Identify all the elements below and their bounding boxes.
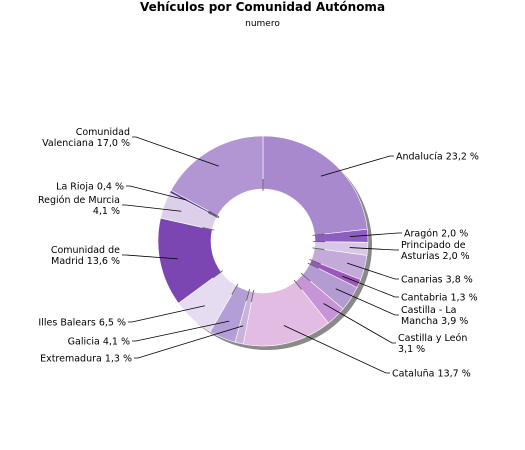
label-leader-line (342, 275, 399, 298)
label-leader-line (134, 325, 244, 359)
slice-boundary-tick (246, 289, 251, 301)
slice-label-line: Comunidad de (51, 245, 120, 256)
slice-label: Cantabria 1,3 % (401, 293, 478, 304)
label-leader-line (122, 204, 182, 212)
slice-label: Principado de Asturias 2,0 % (401, 240, 470, 262)
slice-label: Comunidad Valenciana 17,0 % (42, 127, 130, 149)
label-leader-line (128, 305, 205, 323)
slice-label-line: Castilla y León (398, 333, 467, 344)
donut-hole (211, 189, 315, 293)
slice-label-line: 4,1 % (93, 206, 120, 217)
slice-label-line: Galicia 4,1 % (68, 337, 130, 348)
slice-label: Castilla y León 3,1 % (398, 333, 467, 355)
slice-label-line: Madrid 13,6 % (51, 256, 120, 267)
label-leader-line (122, 254, 178, 260)
slice-boundary-tick (250, 290, 255, 302)
label-leader-line (323, 303, 396, 344)
slice-label-line: Valenciana 17,0 % (42, 138, 130, 149)
slice-label-line: La Rioja 0,4 % (56, 182, 124, 193)
slice-label: La Rioja 0,4 % (56, 182, 124, 193)
label-leader-line (283, 325, 390, 374)
slice-label: Extremadura 1,3 % (40, 354, 132, 365)
slice-boundary-tick (207, 212, 219, 219)
label-leader-line (132, 136, 219, 167)
slice-boundary-tick (212, 270, 223, 279)
slice-label: Galicia 4,1 % (68, 337, 130, 348)
slice-label-line: 3,1 % (398, 344, 425, 355)
slice-label-line: Comunidad (76, 127, 130, 138)
slice-label: Castilla - La Mancha 3,9 % (401, 305, 468, 327)
label-leader-line (349, 247, 399, 251)
slice-label: Canarias 3,8 % (401, 275, 473, 286)
slice-label-line: Mancha 3,9 % (401, 316, 468, 327)
slice-label: Cataluña 13,7 % (392, 369, 471, 380)
label-leader-line (347, 262, 399, 280)
label-leader-line (349, 232, 402, 238)
slice-label-line: Aragón 2,0 % (404, 229, 468, 240)
slice-label: Illes Balears 6,5 % (38, 318, 126, 329)
donut-slices (157, 135, 369, 347)
slice-label: Aragón 2,0 % (404, 229, 468, 240)
label-leaders (122, 136, 402, 374)
slice-label-line: Illes Balears 6,5 % (38, 318, 126, 329)
slice-boundary-tick (231, 283, 239, 295)
slice-label-line: Principado de (401, 240, 466, 251)
slice-label-line: Cantabria 1,3 % (401, 293, 478, 304)
slice-boundary-tick (312, 233, 325, 236)
slice-label-line: Asturias 2,0 % (401, 251, 470, 262)
label-leader-line (132, 320, 230, 342)
slice-boundary-tick (312, 247, 325, 250)
chart-title: Vehículos por Comunidad Autónoma (139, 0, 386, 14)
slice-label-line: Cataluña 13,7 % (392, 369, 471, 380)
slice-label-line: Castilla - La (401, 305, 456, 316)
label-leader-line (320, 155, 394, 177)
slice-label: Andalucía 23,2 % (396, 152, 479, 163)
slice-label-line: Región de Murcia (38, 195, 120, 206)
slice-label: Comunidad de Madrid 13,6 % (51, 245, 120, 267)
slice-ticks (202, 179, 326, 302)
slice-boundary-tick (300, 273, 311, 282)
slice-label-line: Canarias 3,8 % (401, 275, 473, 286)
slice-boundary-tick (208, 210, 220, 218)
slice-boundary-tick (293, 279, 302, 290)
slice-boundary-tick (307, 262, 319, 269)
slice-labels: Andalucía 23,2 % Aragón 2,0 %Principado d… (38, 127, 479, 380)
slice-label-line: Extremadura 1,3 % (40, 354, 132, 365)
chart-subtitle: numero (245, 19, 280, 29)
label-leader-line (335, 288, 399, 316)
slice-boundary-tick (202, 227, 215, 231)
slice-label-line: Andalucía 23,2 % (396, 152, 479, 163)
label-leader-line (126, 185, 187, 201)
slice-label: Región de Murcia 4,1 % (38, 195, 120, 217)
slice-boundary-tick (309, 259, 321, 265)
